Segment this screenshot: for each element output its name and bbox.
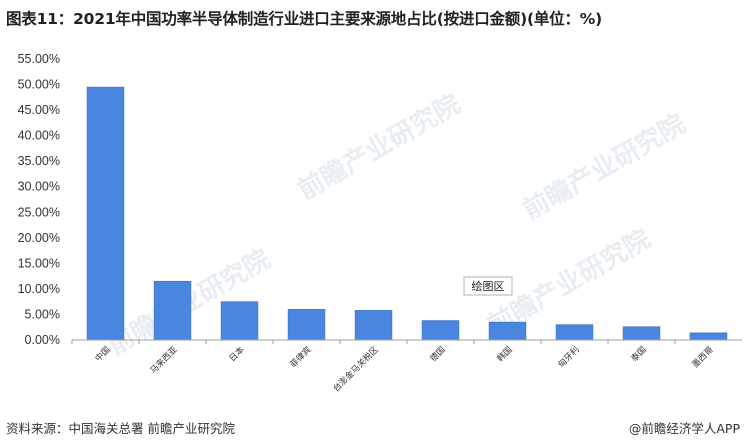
y-tick-label: 20.00%: [18, 231, 60, 245]
bar: [488, 321, 527, 341]
bar: [287, 309, 326, 341]
bar: [153, 280, 192, 341]
source-note: 资料来源：中国海关总署 前瞻产业研究院: [6, 421, 235, 436]
bar: [86, 86, 125, 341]
bar-chart: 0.00% 5.00% 10.00% 15.00% 20.00% 25.00% 30.00%…: [18, 52, 742, 394]
y-tick-label: 0.00%: [25, 333, 60, 347]
plot-area-label-box: [463, 276, 513, 296]
bars: [86, 86, 728, 341]
chart-title: 图表11：2021年中国功率半导体制造行业进口主要来源地占比(按进口金额)(单位…: [6, 10, 602, 28]
credit-note: @前瞻经济学人APP: [628, 421, 740, 436]
x-tick-label: 泰国: [629, 344, 649, 364]
x-tick-label: 德国: [428, 344, 448, 364]
y-tick-label: 50.00%: [18, 78, 60, 92]
x-tick-label: 匈牙利: [556, 344, 582, 370]
bar: [689, 332, 728, 341]
x-tick-label: 韩国: [495, 344, 515, 364]
x-tick-label: 马来西亚: [148, 345, 179, 376]
y-tick-label: 10.00%: [18, 282, 60, 296]
x-tick-label: 中国: [93, 344, 113, 364]
x-tick-label: 墨西哥: [691, 345, 716, 370]
plot-area-label-text: 绘图区: [472, 279, 505, 293]
y-tick-label: 15.00%: [18, 256, 60, 270]
bar: [220, 301, 259, 341]
y-tick-label: 55.00%: [18, 52, 60, 66]
y-axis: 0.00% 5.00% 10.00% 15.00% 20.00% 25.00% 30.00%…: [18, 52, 60, 347]
y-tick-label: 45.00%: [18, 103, 60, 117]
x-axis: 中国 马来西亚 日本 菲律宾 台澎金马关税区 德国 韩国 匈牙利 泰国 墨西哥: [71, 340, 716, 394]
x-tick-label: 台澎金马关税区: [331, 344, 381, 394]
plot-area-label: 绘图区: [463, 276, 513, 296]
x-tick-label: 日本: [227, 344, 247, 364]
bar: [622, 326, 661, 341]
y-tick-label: 35.00%: [18, 154, 60, 168]
bar: [555, 324, 594, 341]
bar: [354, 310, 393, 341]
y-tick-label: 30.00%: [18, 180, 60, 194]
x-tick-label: 菲律宾: [288, 344, 314, 370]
y-tick-label: 40.00%: [18, 129, 60, 143]
bar: [421, 320, 460, 341]
y-tick-label: 25.00%: [18, 205, 60, 219]
y-tick-label: 5.00%: [25, 307, 60, 321]
